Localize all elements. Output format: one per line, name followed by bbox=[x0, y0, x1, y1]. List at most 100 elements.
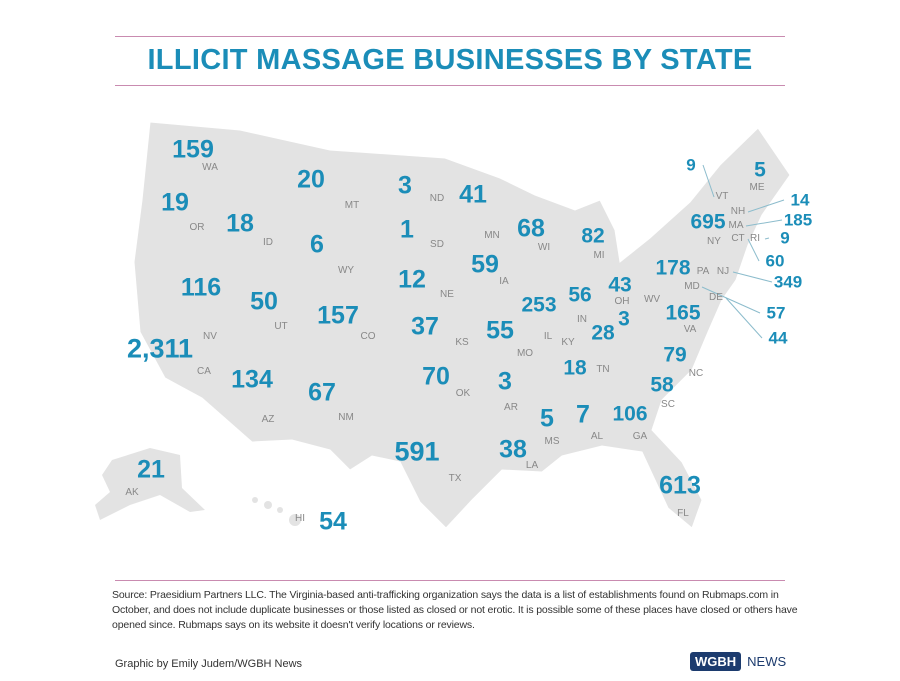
state-abbr-ut: UT bbox=[274, 321, 288, 332]
state-value-vt: 9 bbox=[686, 155, 696, 175]
footer-rule bbox=[115, 580, 785, 581]
state-abbr-nv: NV bbox=[203, 331, 217, 342]
state-value-mt: 20 bbox=[297, 165, 325, 194]
state-abbr-hi: HI bbox=[295, 513, 305, 524]
leader-line-nj bbox=[732, 271, 773, 283]
state-value-az: 134 bbox=[231, 365, 273, 394]
state-abbr-la: LA bbox=[525, 460, 539, 471]
state-abbr-ia: IA bbox=[499, 276, 509, 287]
alaska-shape bbox=[95, 448, 205, 520]
state-value-wi: 68 bbox=[517, 214, 545, 243]
state-abbr-ms: MS bbox=[544, 436, 560, 447]
wgbh-news-logo: WGBH NEWS bbox=[690, 652, 786, 671]
state-value-ak: 21 bbox=[137, 455, 165, 484]
leader-lines bbox=[701, 164, 785, 339]
state-abbr-ky: KY bbox=[561, 337, 575, 348]
state-abbr-fl: FL bbox=[677, 508, 689, 519]
state-abbr-tn: TN bbox=[596, 364, 610, 375]
state-value-ct: 60 bbox=[765, 251, 785, 271]
state-value-ut: 50 bbox=[250, 287, 278, 316]
state-abbr-ca: CA bbox=[197, 366, 211, 377]
state-abbr-ne: NE bbox=[440, 289, 454, 300]
leader-line-de bbox=[725, 297, 763, 339]
state-value-ar: 3 bbox=[498, 367, 512, 396]
state-value-wa: 159 bbox=[172, 135, 214, 164]
state-abbr-ma: MA bbox=[728, 220, 744, 231]
state-value-mi: 82 bbox=[581, 224, 605, 248]
state-abbr-me: ME bbox=[749, 182, 765, 193]
state-abbr-ga: GA bbox=[632, 431, 648, 442]
state-value-va: 165 bbox=[665, 301, 701, 325]
state-value-il: 253 bbox=[521, 293, 557, 317]
state-abbr-ny: NY bbox=[707, 236, 721, 247]
leader-line-ri bbox=[764, 237, 770, 240]
state-abbr-ar: AR bbox=[504, 402, 518, 413]
state-value-nd: 3 bbox=[398, 171, 412, 200]
leader-line-vt bbox=[702, 164, 715, 198]
graphic-credit: Graphic by Emily Judem/WGBH News bbox=[115, 658, 303, 670]
state-abbr-wi: WI bbox=[537, 242, 551, 253]
state-value-fl: 613 bbox=[659, 471, 701, 500]
leader-line-nh bbox=[747, 199, 785, 213]
state-abbr-pa: PA bbox=[696, 266, 710, 277]
leader-line-md bbox=[701, 286, 761, 314]
state-abbr-ks: KS bbox=[455, 337, 469, 348]
state-value-hi: 54 bbox=[319, 507, 347, 536]
hawaii-shape bbox=[252, 497, 301, 526]
state-abbr-ri: RI bbox=[750, 233, 760, 244]
state-abbr-sc: SC bbox=[661, 399, 675, 410]
state-value-co: 157 bbox=[317, 301, 359, 330]
state-value-ca: 2,311 bbox=[126, 333, 194, 364]
state-value-la: 38 bbox=[499, 435, 527, 464]
state-abbr-va: VA bbox=[683, 324, 697, 335]
state-value-ny: 695 bbox=[690, 210, 726, 234]
state-abbr-de: DE bbox=[709, 292, 723, 303]
state-value-ky: 28 bbox=[591, 321, 615, 345]
state-abbr-or: OR bbox=[189, 222, 205, 233]
top-rule bbox=[115, 36, 785, 37]
state-value-sc: 58 bbox=[650, 373, 674, 397]
contiguous-us-shape bbox=[133, 121, 791, 529]
state-value-or: 19 bbox=[161, 188, 189, 217]
state-value-ok: 70 bbox=[422, 362, 450, 391]
state-value-mo: 55 bbox=[486, 316, 514, 345]
state-abbr-ak: AK bbox=[125, 487, 139, 498]
state-abbr-sd: SD bbox=[430, 239, 444, 250]
state-abbr-mo: MO bbox=[516, 348, 534, 359]
state-abbr-il: IL bbox=[543, 331, 553, 342]
state-abbr-nh: NH bbox=[730, 206, 746, 217]
state-value-de: 44 bbox=[768, 328, 788, 348]
state-abbr-nm: NM bbox=[338, 412, 354, 423]
state-value-tn: 18 bbox=[563, 356, 587, 380]
state-value-tx: 591 bbox=[394, 436, 440, 467]
state-value-ne: 12 bbox=[398, 265, 426, 294]
state-value-id: 18 bbox=[226, 209, 254, 238]
state-value-ks: 37 bbox=[411, 312, 439, 341]
leader-line-ma bbox=[745, 219, 783, 227]
state-value-nj: 349 bbox=[773, 272, 803, 292]
state-value-oh: 43 bbox=[608, 273, 632, 297]
state-abbr-mt: MT bbox=[344, 200, 360, 211]
state-value-pa: 178 bbox=[655, 256, 691, 280]
state-value-me: 5 bbox=[754, 158, 766, 182]
state-abbr-vt: VT bbox=[715, 191, 729, 202]
state-abbr-id: ID bbox=[263, 237, 273, 248]
state-value-wv: 3 bbox=[618, 307, 630, 331]
page-title: ILLICIT MASSAGE BUSINESSES BY STATE bbox=[147, 44, 753, 76]
state-abbr-co: CO bbox=[360, 331, 376, 342]
state-abbr-mn: MN bbox=[484, 230, 500, 241]
state-abbr-nc: NC bbox=[688, 368, 704, 379]
state-value-ms: 5 bbox=[540, 404, 554, 433]
state-value-sd: 1 bbox=[400, 215, 414, 244]
title-rule bbox=[115, 85, 785, 86]
state-value-in: 56 bbox=[568, 283, 592, 307]
state-value-ma: 185 bbox=[783, 210, 813, 230]
state-value-nc: 79 bbox=[663, 343, 687, 367]
logo-mark: WGBH bbox=[690, 652, 742, 671]
state-abbr-in: IN bbox=[577, 314, 587, 325]
state-abbr-oh: OH bbox=[614, 296, 630, 307]
state-abbr-md: MD bbox=[684, 281, 700, 292]
state-value-nm: 67 bbox=[308, 378, 336, 407]
state-abbr-ok: OK bbox=[455, 388, 471, 399]
